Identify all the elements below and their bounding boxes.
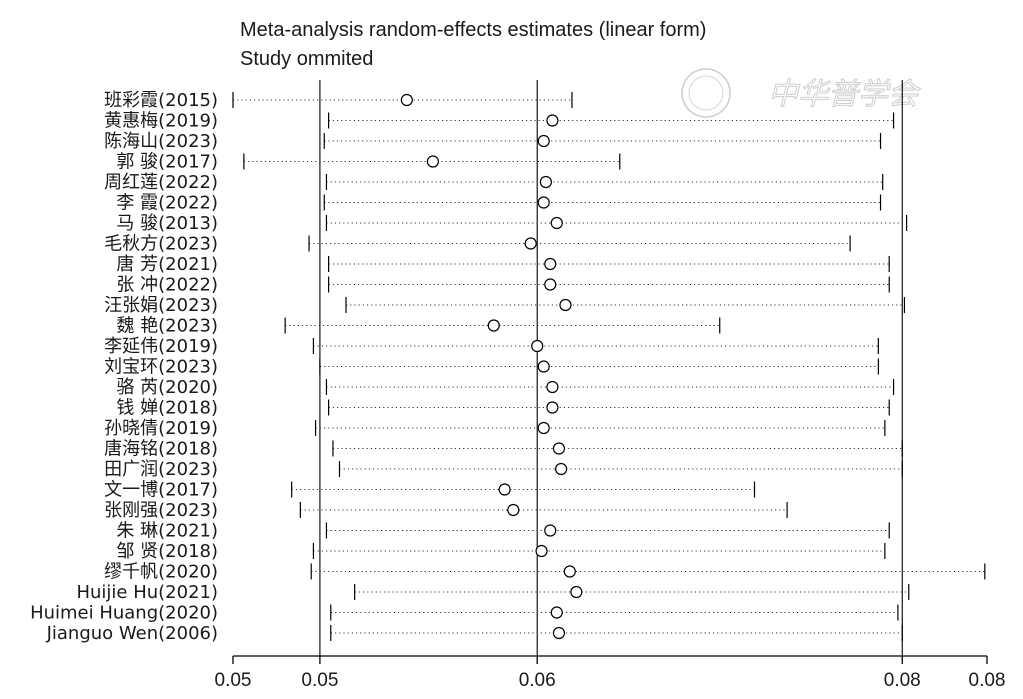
- study-row: 汪张娟(2023): [104, 295, 906, 316]
- study-row: 田广润(2023): [104, 459, 903, 480]
- point-estimate: [531, 339, 544, 353]
- study-row: 张刚强(2023): [104, 500, 788, 521]
- study-label: 文一博(2017): [104, 480, 218, 501]
- point-estimate: [546, 114, 559, 127]
- study-label: 李延伟(2019): [104, 336, 218, 357]
- study-row: 刘宝环(2023): [104, 357, 879, 378]
- study-label: 班彩霞(2015): [104, 90, 218, 111]
- study-row: 李 霞(2022): [116, 193, 882, 214]
- study-label: 郭 骏(2017): [116, 152, 218, 173]
- study-row: Jianguo Wen(2006): [46, 623, 903, 644]
- study-label: 张刚强(2023): [104, 500, 218, 521]
- study-label: 张 冲(2022): [116, 275, 218, 296]
- study-label: 周红莲(2022): [104, 172, 218, 193]
- study-row: 孙晓倩(2019): [104, 418, 886, 439]
- x-tick-label: 0.06: [519, 670, 556, 691]
- study-row: 文一博(2017): [104, 480, 756, 501]
- study-row: 骆 芮(2020): [116, 377, 895, 398]
- point-estimate: [544, 257, 557, 271]
- point-estimate: [507, 503, 520, 517]
- point-estimate: [537, 134, 550, 148]
- study-label: 缪千帆(2020): [104, 562, 218, 583]
- chart-subtitle: Study ommited: [240, 48, 373, 70]
- point-estimate: [400, 93, 413, 107]
- study-label: 魏 艳(2023): [116, 316, 218, 337]
- study-row: 黄惠梅(2019): [104, 111, 895, 132]
- watermark-seal-inner-ring: [688, 75, 724, 111]
- x-tick-label: 0.05: [301, 670, 338, 691]
- x-tick-label: 0.05: [215, 670, 252, 691]
- study-label: 孙晓倩(2019): [104, 418, 218, 439]
- study-label: 李 霞(2022): [116, 193, 218, 214]
- study-rows: 班彩霞(2015)黄惠梅(2019)陈海山(2023)郭 骏(2017)周红莲(…: [30, 90, 986, 644]
- point-estimate: [426, 155, 440, 168]
- study-row: 唐 芳(2021): [116, 254, 890, 275]
- point-estimate: [544, 278, 557, 291]
- point-estimate: [498, 483, 511, 496]
- study-row: 郭 骏(2017): [116, 152, 621, 173]
- watermark-seal-icon: [681, 68, 731, 118]
- point-estimate: [559, 298, 572, 312]
- study-label: Huimei Huang(2020): [30, 603, 218, 624]
- x-axis: 0.05 0.05 0.06 0.08 0.08: [215, 655, 1006, 691]
- point-estimate: [550, 216, 563, 230]
- point-estimate: [487, 319, 500, 332]
- study-row: 唐海铭(2018): [104, 439, 903, 460]
- x-tick-label: 0.08: [969, 670, 1006, 691]
- study-label: 唐 芳(2021): [116, 254, 218, 275]
- point-estimate: [555, 462, 568, 476]
- x-tick-label: 0.08: [884, 670, 921, 691]
- study-row: Huimei Huang(2020): [30, 603, 899, 624]
- point-estimate: [552, 626, 566, 640]
- point-estimate: [550, 606, 563, 619]
- point-estimate: [524, 237, 537, 250]
- study-row: 班彩霞(2015): [104, 90, 573, 111]
- point-estimate: [537, 421, 550, 435]
- study-row: 马 骏(2013): [116, 213, 908, 234]
- study-label: 钱 婵(2018): [116, 398, 218, 419]
- point-estimate: [537, 360, 550, 373]
- study-row: 李延伟(2019): [104, 336, 879, 357]
- study-row: 钱 婵(2018): [116, 398, 890, 419]
- study-label: 田广润(2023): [104, 459, 218, 480]
- study-label: Jianguo Wen(2006): [46, 623, 218, 644]
- study-row: 陈海山(2023): [104, 131, 882, 152]
- point-estimate: [535, 544, 548, 558]
- point-estimate: [546, 380, 559, 394]
- point-estimate: [539, 175, 552, 189]
- study-row: 魏 艳(2023): [116, 316, 721, 337]
- study-label: 邹 贤(2018): [116, 541, 218, 562]
- point-estimate: [570, 585, 583, 599]
- study-row: 毛秋方(2023): [104, 234, 851, 255]
- study-label: 朱 琳(2021): [116, 521, 218, 542]
- study-label: 汪张娟(2023): [104, 295, 218, 316]
- study-label: 骆 芮(2020): [116, 377, 218, 398]
- study-row: 张 冲(2022): [116, 275, 890, 296]
- study-label: 黄惠梅(2019): [104, 111, 218, 132]
- watermark: 中华普学会: [681, 68, 921, 118]
- reference-lines: [319, 80, 903, 656]
- study-label: 陈海山(2023): [104, 131, 218, 152]
- watermark-text: 中华普学会: [768, 77, 921, 112]
- point-estimate: [537, 196, 550, 209]
- study-row: 周红莲(2022): [104, 172, 884, 193]
- point-estimate: [563, 565, 576, 578]
- study-label: 刘宝环(2023): [104, 357, 218, 378]
- study-label: 唐海铭(2018): [104, 439, 218, 460]
- study-row: 缪千帆(2020): [104, 562, 986, 583]
- study-row: 邹 贤(2018): [116, 541, 886, 562]
- study-label: Huijie Hu(2021): [76, 582, 218, 603]
- study-label: 马 骏(2013): [116, 213, 218, 234]
- study-row: Huijie Hu(2021): [76, 582, 910, 603]
- study-row: 朱 琳(2021): [116, 521, 890, 542]
- point-estimate: [546, 401, 559, 414]
- chart-title: Meta-analysis random-effects estimates (…: [240, 19, 706, 41]
- study-label: 毛秋方(2023): [104, 234, 218, 255]
- point-estimate: [552, 442, 566, 455]
- point-estimate: [544, 524, 557, 537]
